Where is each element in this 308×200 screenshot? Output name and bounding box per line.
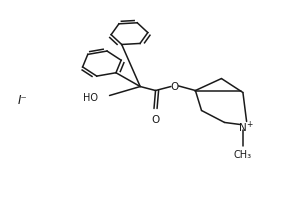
Text: O: O xyxy=(152,114,160,124)
Text: +: + xyxy=(246,119,252,128)
Text: N: N xyxy=(239,123,247,133)
Text: O: O xyxy=(171,82,179,91)
Text: HO: HO xyxy=(83,92,98,102)
Text: I⁻: I⁻ xyxy=(17,94,27,106)
Text: CH₃: CH₃ xyxy=(234,150,252,160)
